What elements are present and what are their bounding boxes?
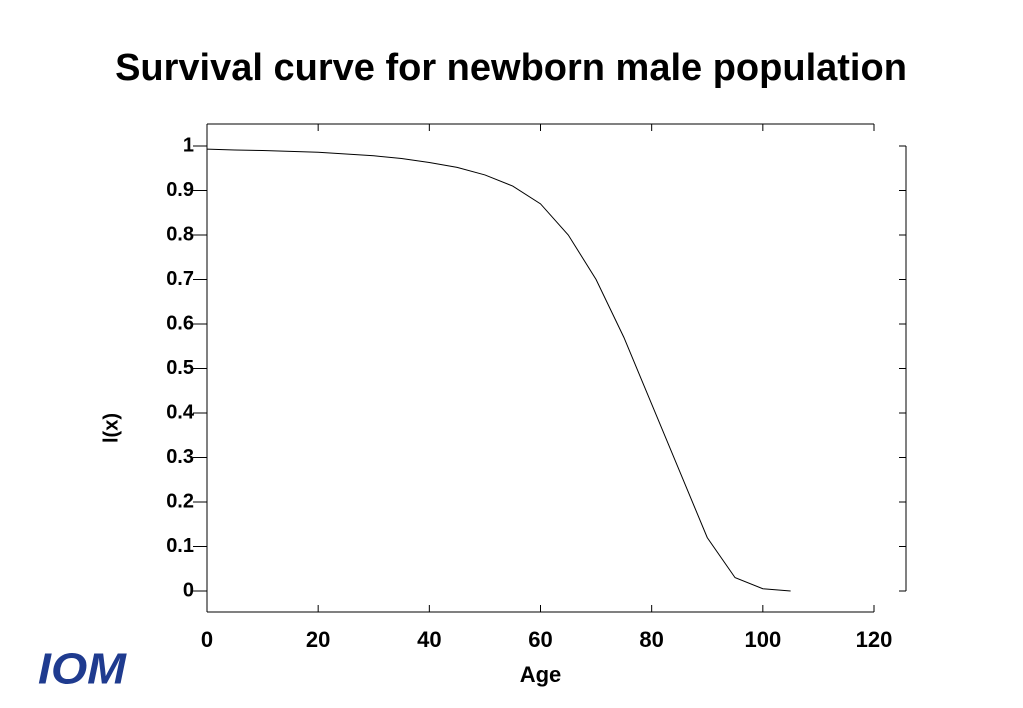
- x-tick-label: 120: [856, 627, 893, 652]
- y-tick-label: 0.1: [166, 535, 194, 557]
- logo-text: IOM: [38, 645, 127, 694]
- x-axis-label: Age: [520, 662, 562, 687]
- y-axis-label: l(x): [100, 413, 122, 443]
- y-tick-label: 0.8: [166, 223, 194, 245]
- chart-title: Survival curve for newborn male populati…: [115, 47, 907, 89]
- y-tick-label: 0.7: [166, 268, 194, 290]
- x-tick-label: 40: [417, 627, 441, 652]
- y-tick-label: 0.9: [166, 179, 194, 201]
- x-tick-label: 60: [528, 627, 552, 652]
- y-tick-label: 0.3: [166, 446, 194, 468]
- survival-line: [206, 148, 791, 592]
- y-tick-label: 0.4: [166, 401, 195, 423]
- x-tick-label: 20: [306, 627, 330, 652]
- y-tick-label: 0.5: [166, 357, 194, 379]
- y-tick-label: 0.2: [166, 490, 194, 512]
- logo: IOM: [38, 645, 127, 694]
- y-tick-label: 0.6: [166, 312, 194, 334]
- x-tick-label: 0: [201, 627, 213, 652]
- x-tick-label: 80: [639, 627, 663, 652]
- y-tick-label: 1: [183, 134, 194, 156]
- x-tick-label: 100: [744, 627, 781, 652]
- y-tick-label: 0: [183, 579, 194, 601]
